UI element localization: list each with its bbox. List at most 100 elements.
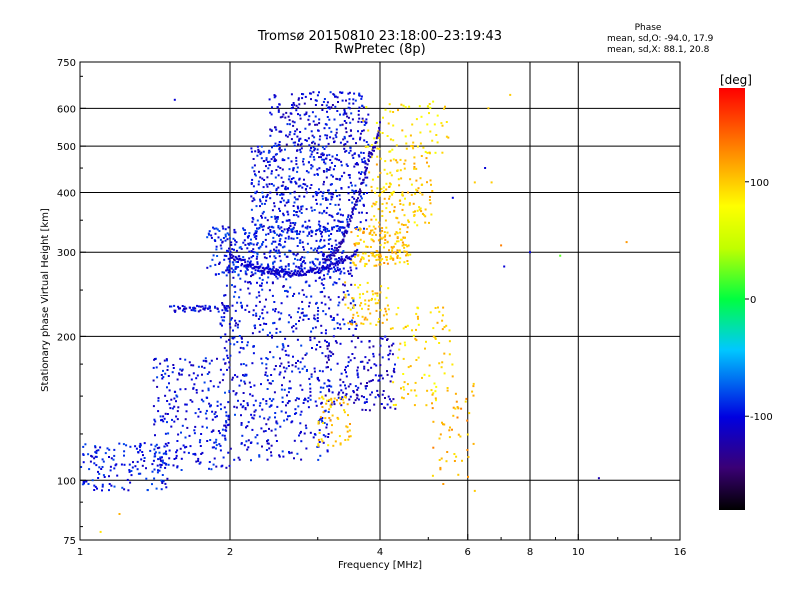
data-point (306, 234, 309, 237)
data-point (332, 193, 335, 196)
data-point (406, 324, 409, 327)
data-point (391, 353, 394, 356)
data-point (216, 307, 219, 310)
data-point (252, 273, 255, 276)
data-point (340, 175, 343, 178)
data-point (180, 469, 183, 471)
data-point (261, 225, 264, 228)
stats-x-line: mean, sd,X: 88.1, 20.8 (607, 45, 710, 55)
data-point (345, 375, 348, 378)
data-point (364, 299, 367, 302)
data-point (306, 185, 309, 188)
data-point (292, 205, 295, 207)
data-point (343, 137, 346, 140)
data-point (396, 257, 399, 259)
data-point (357, 130, 359, 133)
data-point (176, 465, 179, 468)
data-point (331, 247, 333, 250)
data-point (277, 225, 280, 227)
data-point (432, 420, 435, 423)
data-point (305, 112, 308, 115)
data-point (318, 188, 320, 191)
data-point (248, 250, 251, 253)
data-point (279, 194, 282, 196)
data-point (277, 174, 280, 177)
data-point (355, 267, 358, 270)
data-point (238, 351, 241, 354)
data-point (370, 379, 373, 382)
data-point (339, 141, 342, 144)
data-point (286, 271, 289, 274)
data-point (301, 93, 303, 95)
data-point (270, 130, 273, 132)
data-point (343, 110, 346, 113)
data-point (325, 176, 328, 179)
data-point (275, 271, 278, 274)
data-point (434, 390, 437, 393)
data-point (448, 353, 451, 356)
data-point (347, 270, 350, 273)
data-point (372, 252, 375, 255)
data-point (353, 320, 356, 323)
data-point (258, 404, 261, 407)
data-point (266, 281, 268, 284)
data-point (409, 253, 412, 256)
data-point (314, 147, 316, 150)
data-point (348, 135, 351, 138)
data-point (393, 206, 396, 209)
data-point (347, 224, 350, 227)
data-point (188, 434, 191, 437)
data-point (374, 396, 377, 399)
data-point (371, 239, 374, 242)
data-point (392, 370, 395, 372)
data-point (280, 388, 283, 391)
data-point (302, 293, 305, 296)
data-point (250, 275, 252, 278)
data-point (379, 337, 382, 340)
data-point (316, 168, 319, 171)
data-point (387, 287, 390, 290)
data-point (391, 203, 394, 206)
data-point (349, 359, 352, 362)
data-point (348, 256, 351, 259)
data-point (421, 193, 424, 196)
data-point (289, 180, 292, 183)
data-point (466, 449, 469, 451)
data-point (319, 190, 322, 193)
data-point (372, 202, 375, 205)
data-point (380, 237, 383, 240)
data-point (259, 223, 262, 226)
data-point (308, 377, 311, 380)
data-point (358, 192, 361, 195)
data-point (297, 215, 300, 218)
data-point (93, 484, 96, 487)
data-point (369, 156, 372, 159)
data-point (245, 364, 248, 367)
data-point (214, 263, 217, 266)
data-point (330, 267, 333, 270)
data-point (376, 155, 379, 158)
data-point (381, 393, 384, 396)
data-point (252, 251, 255, 254)
data-point (284, 204, 287, 207)
data-point (413, 167, 416, 170)
data-point (356, 372, 359, 375)
data-point (283, 159, 286, 162)
data-point (265, 257, 268, 260)
data-point (403, 341, 406, 344)
data-point (263, 268, 266, 271)
data-point (199, 439, 202, 442)
data-point (154, 420, 157, 423)
data-point (204, 307, 207, 310)
data-point (329, 404, 332, 407)
data-point (223, 304, 226, 307)
data-point (287, 400, 290, 403)
data-point (490, 181, 493, 184)
data-point (266, 334, 269, 337)
data-point (309, 336, 312, 339)
data-point (340, 160, 343, 163)
data-point (406, 226, 409, 229)
data-point (376, 292, 379, 295)
data-point (344, 387, 347, 390)
data-point (258, 454, 261, 457)
